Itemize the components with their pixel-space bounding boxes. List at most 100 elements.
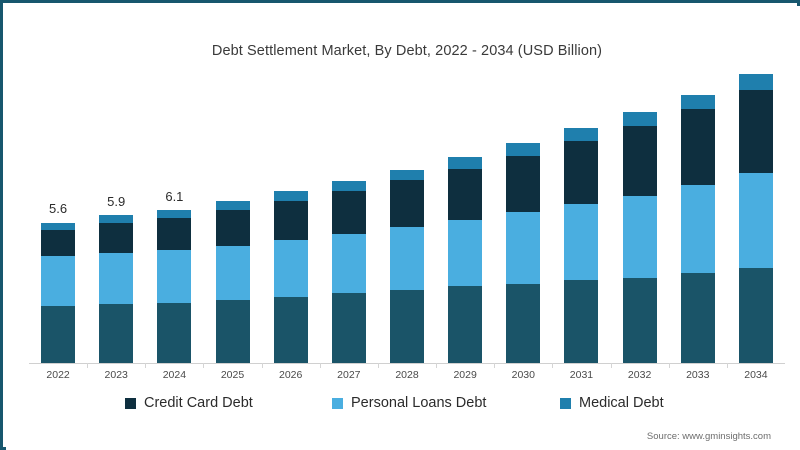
bar-segment-personal-loans-debt <box>680 185 715 273</box>
bar-segment-medical-cap <box>41 222 76 231</box>
bar-segment-medical-cap <box>680 94 715 110</box>
bar-segment-personal-loans-debt <box>622 195 657 278</box>
x-axis-tick-label: 2029 <box>453 369 477 381</box>
bar-segment-medical-cap <box>273 191 308 201</box>
bar-segment-personal-loans-debt <box>506 212 541 284</box>
legend-label: Medical Debt <box>579 395 664 411</box>
bar-segment-credit-card-debt <box>41 230 76 257</box>
x-axis-tick-mark <box>552 363 554 368</box>
bar-segment-personal-loans-debt <box>564 204 599 281</box>
bar-segment-medical-debt <box>215 300 250 363</box>
bar-column <box>273 191 308 363</box>
bar-segment-medical-cap <box>331 181 366 192</box>
bar-column <box>622 112 657 363</box>
x-axis-tick-mark <box>261 363 263 368</box>
bar-segment-credit-card-debt <box>622 125 657 196</box>
bar-segment-medical-cap <box>390 169 424 181</box>
bar-segment-credit-card-debt <box>215 210 250 246</box>
bar-column <box>506 143 541 363</box>
x-axis-tick-mark <box>377 363 379 368</box>
x-axis-tick-mark <box>319 363 321 368</box>
bar-segment-medical-debt <box>564 280 599 363</box>
bar-column <box>564 128 599 363</box>
x-axis-tick-label: 2034 <box>744 369 768 381</box>
bar-segment-medical-debt <box>273 296 308 363</box>
bar-segment-personal-loans-debt <box>99 252 134 304</box>
x-axis-tick-mark <box>87 363 89 368</box>
x-axis-tick-label: 2022 <box>46 369 70 381</box>
x-axis-tick-label: 2028 <box>395 369 419 381</box>
bar-segment-credit-card-debt <box>331 191 366 234</box>
bar-segment-personal-loans-debt <box>41 256 76 307</box>
bar-segment-medical-debt <box>331 293 366 363</box>
bar-segment-credit-card-debt <box>273 200 308 240</box>
bar-column <box>41 222 76 363</box>
bar-column <box>331 181 366 363</box>
bar-value-label: 6.1 <box>165 188 184 204</box>
bar-column <box>215 201 250 363</box>
bar-segment-medical-debt <box>448 285 483 363</box>
chart-title: Debt Settlement Market, By Debt, 2022 - … <box>211 43 603 59</box>
plot-area: 5.6 5.9 6.1 <box>29 74 785 363</box>
bar-column <box>680 94 715 363</box>
bar-segment-personal-loans-debt <box>157 250 192 303</box>
x-axis-tick-label: 2024 <box>162 369 187 381</box>
bar-segment-medical-cap <box>506 143 541 156</box>
x-axis-tick-label: 2026 <box>279 369 303 381</box>
bar-segment-medical-debt <box>41 306 76 363</box>
legend-item[interactable]: Credit Card Debt <box>125 395 253 411</box>
bar-segment-personal-loans-debt <box>331 233 366 294</box>
source-attribution: Source: www.gminsights.com <box>646 431 771 442</box>
x-axis-tick-label: 2023 <box>104 369 128 381</box>
bar-segment-medical-debt <box>99 303 134 363</box>
bar-segment-credit-card-debt <box>738 90 773 174</box>
bar-value-label: 5.9 <box>107 193 126 209</box>
bar-segment-medical-debt <box>738 268 773 363</box>
bar-segment-credit-card-debt <box>506 155 541 213</box>
bar-column <box>99 214 134 363</box>
x-axis-tick-mark <box>203 363 205 368</box>
bar-segment-personal-loans-debt <box>273 239 308 297</box>
bar-column <box>390 169 424 363</box>
x-axis-line <box>29 363 785 364</box>
bar-segment-credit-card-debt <box>390 180 424 227</box>
bar-segment-medical-cap <box>215 201 250 211</box>
bar-segment-medical-cap <box>622 112 657 126</box>
x-axis-tick-mark <box>145 363 147 368</box>
bar-segment-medical-cap <box>448 157 483 169</box>
bar-segment-credit-card-debt <box>448 168 483 220</box>
x-axis-tick-mark <box>668 363 670 368</box>
chart-legend: Credit Card Debt Personal Loans Debt Medic… <box>7 395 800 419</box>
bar-segment-medical-debt <box>622 277 657 363</box>
bar-segment-medical-debt <box>157 302 192 363</box>
bar-segment-credit-card-debt <box>564 141 599 205</box>
bar-column <box>157 209 192 363</box>
bar-value-label: 5.6 <box>49 201 68 217</box>
bar-segment-personal-loans-debt <box>215 245 250 301</box>
bar-segment-personal-loans-debt <box>390 226 424 290</box>
bar-segment-credit-card-debt <box>99 223 134 253</box>
bar-segment-credit-card-debt <box>157 218 192 251</box>
x-axis-tick-label: 2025 <box>220 369 245 381</box>
legend-item[interactable]: Medical Debt <box>560 395 664 411</box>
bar-segment-medical-debt <box>390 289 424 363</box>
bar-segment-medical-cap <box>738 74 773 91</box>
bar-segment-credit-card-debt <box>680 109 715 186</box>
bar-segment-medical-cap <box>564 128 599 142</box>
x-axis-tick-label: 2027 <box>337 369 361 381</box>
legend-swatch-icon <box>332 397 343 409</box>
legend-item[interactable]: Personal Loans Debt <box>332 395 486 411</box>
legend-swatch-icon <box>125 397 136 409</box>
bar-segment-medical-cap <box>157 209 192 219</box>
x-axis-tick-label: 2031 <box>569 369 594 381</box>
chart-canvas: Debt Settlement Market, By Debt, 2022 - … <box>6 6 800 450</box>
x-axis-tick-mark <box>610 363 612 368</box>
x-axis-tick-mark <box>436 363 438 368</box>
x-axis-tick-label: 2033 <box>686 369 710 381</box>
bar-segment-medical-debt <box>680 272 715 363</box>
x-axis-tick-mark <box>494 363 496 368</box>
bar-segment-personal-loans-debt <box>448 219 483 286</box>
legend-label: Credit Card Debt <box>144 395 253 411</box>
bar-column <box>738 74 773 363</box>
